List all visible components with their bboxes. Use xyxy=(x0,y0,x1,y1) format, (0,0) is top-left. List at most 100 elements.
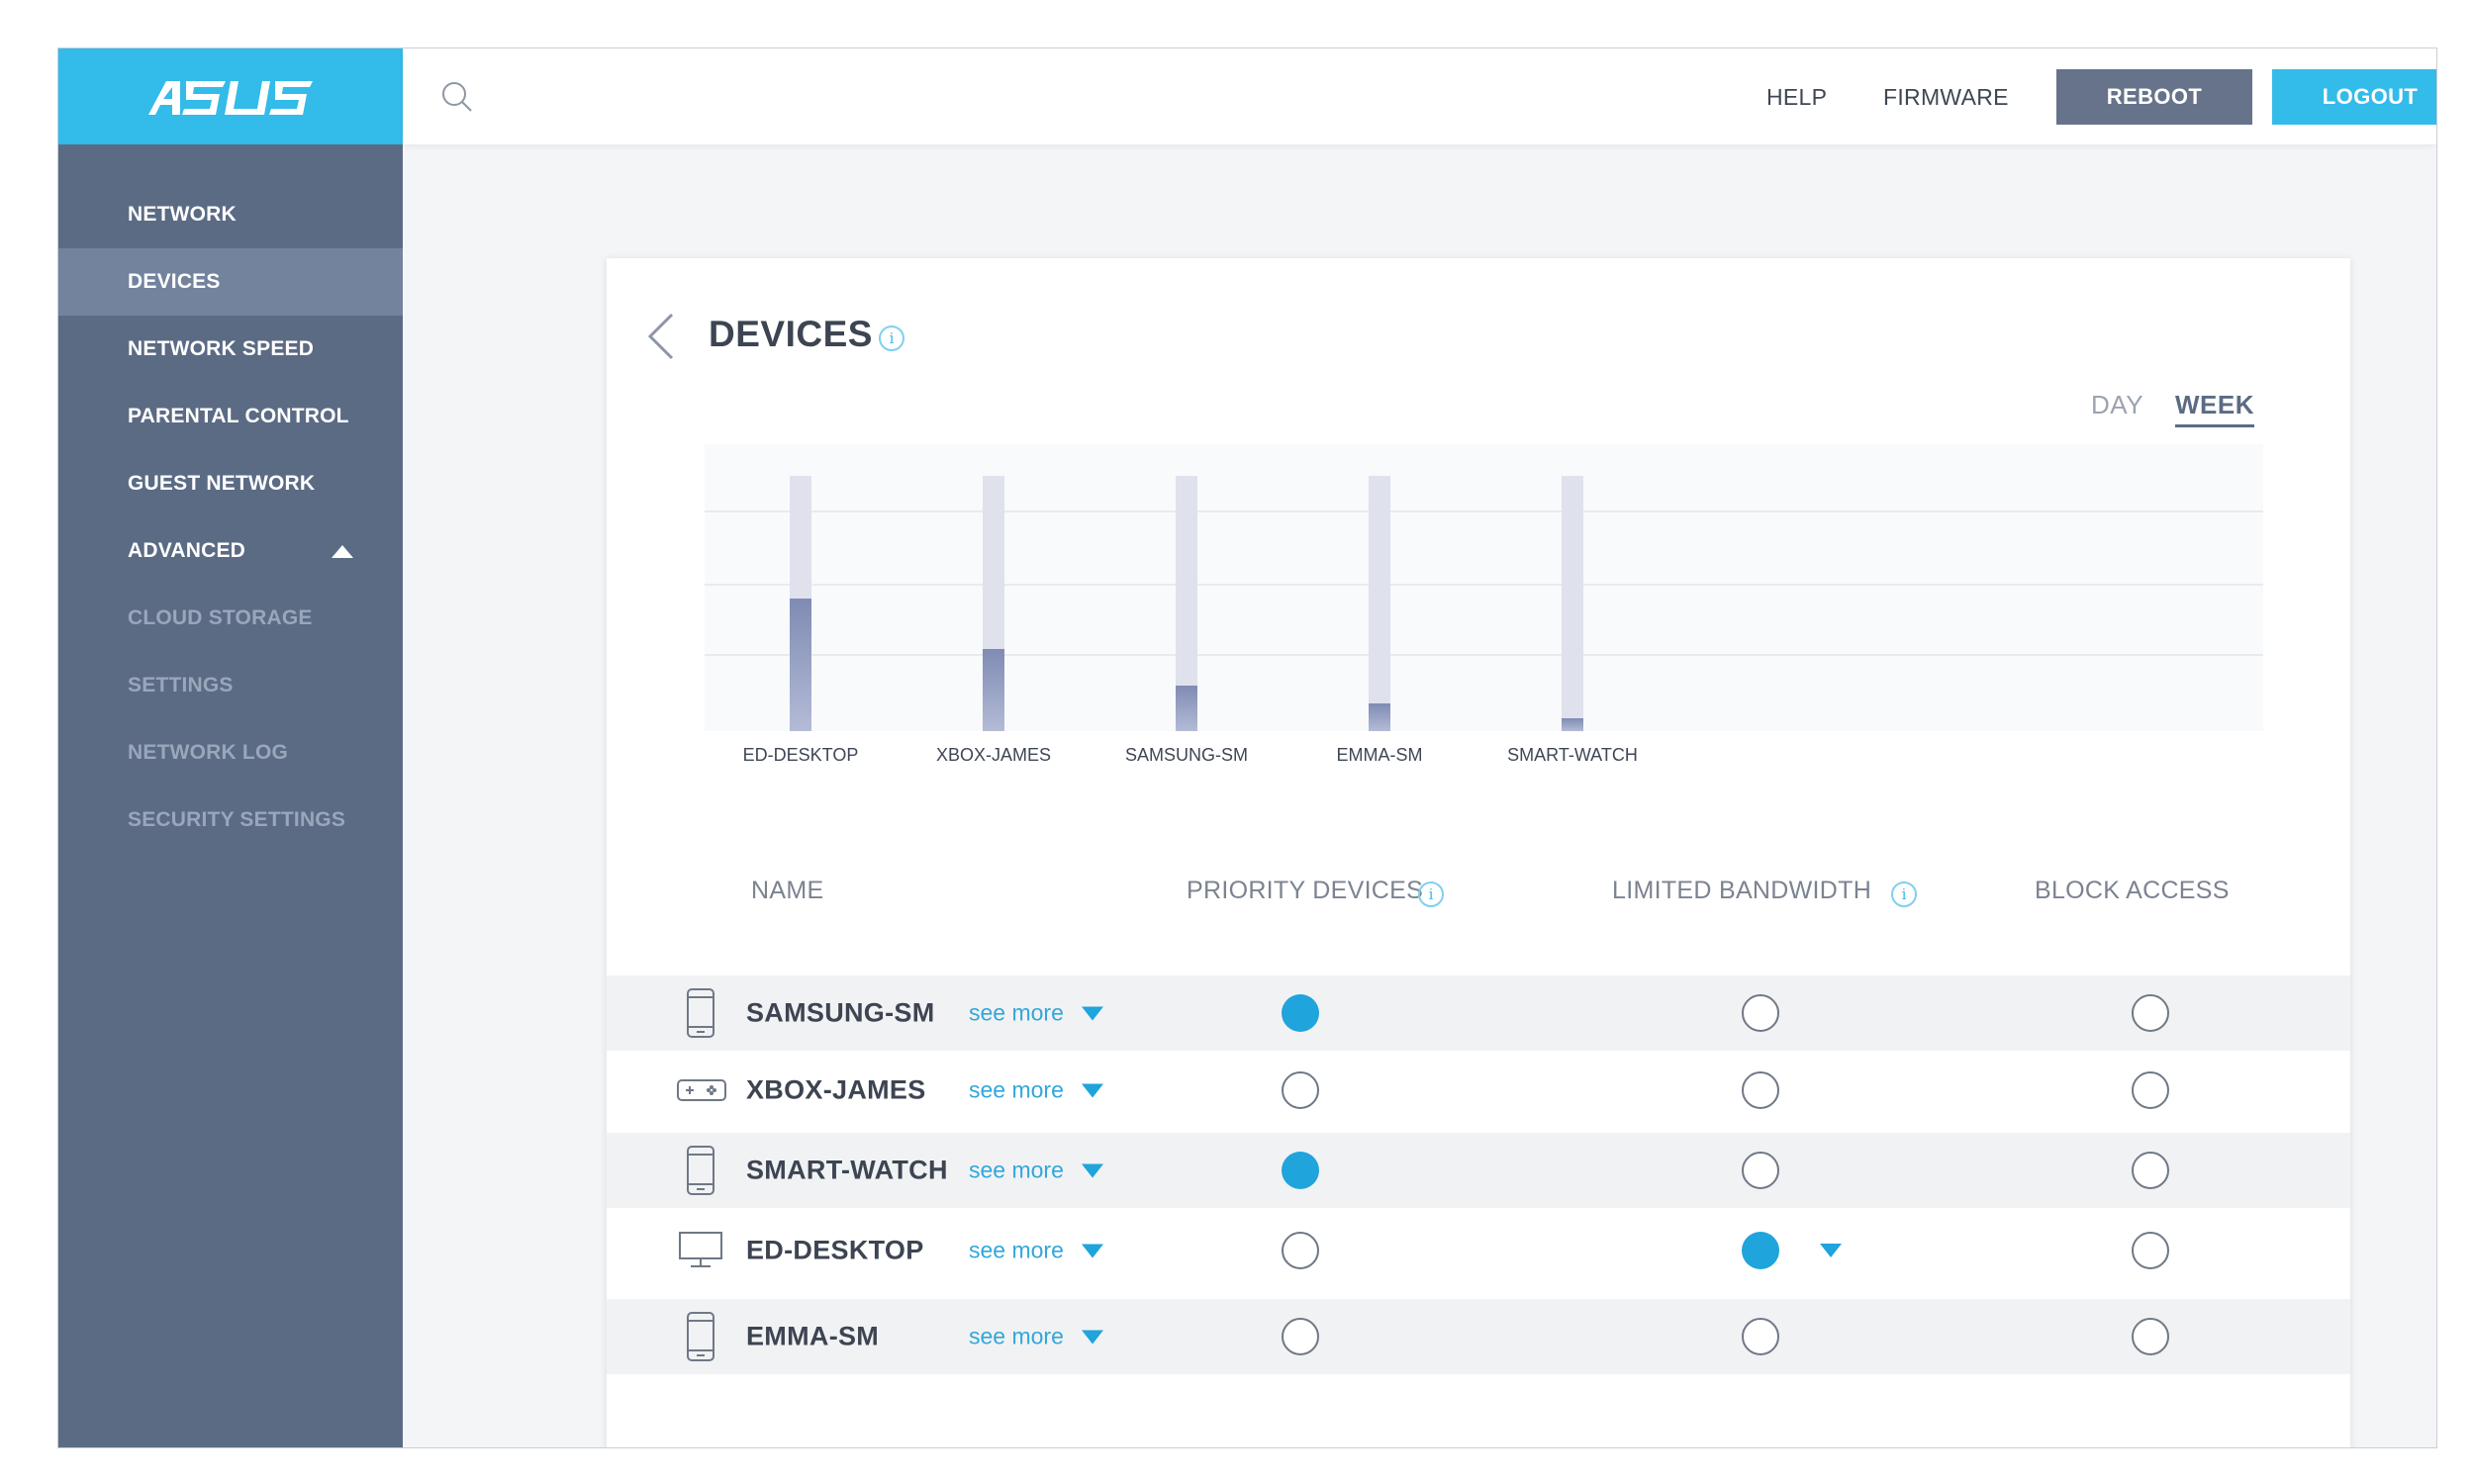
sidebar-item-label: GUEST NETWORK xyxy=(128,472,316,495)
sidebar-item-advanced[interactable]: ADVANCED xyxy=(58,517,403,585)
sidebar-item-label: NETWORK SPEED xyxy=(128,337,315,360)
device-name: SAMSUNG-SM xyxy=(746,997,935,1028)
router-admin-window: NETWORK DEVICES NETWORK SPEED PARENTAL C… xyxy=(57,47,2437,1448)
back-chevron-icon[interactable] xyxy=(646,311,676,362)
priority-radio[interactable] xyxy=(1282,1152,1319,1189)
device-name: EMMA-SM xyxy=(746,1321,880,1351)
limited-info-icon[interactable]: i xyxy=(1891,881,1917,907)
limited-bandwidth-radio[interactable] xyxy=(1742,1071,1779,1109)
see-more-label: see more xyxy=(969,999,1064,1026)
bar-track xyxy=(1176,476,1197,731)
bar-track xyxy=(983,476,1004,731)
block-access-radio[interactable] xyxy=(2132,994,2169,1032)
sidebar-item-label: SECURITY SETTINGS xyxy=(128,808,346,831)
info-icon[interactable]: i xyxy=(879,325,904,351)
desktop-icon xyxy=(679,1232,722,1267)
sidebar-item-settings[interactable]: SETTINGS xyxy=(58,652,403,719)
bar-label: SMART-WATCH xyxy=(1507,745,1638,765)
gridline xyxy=(705,654,2263,656)
block-access-radio[interactable] xyxy=(2132,1152,2169,1189)
sidebar-item-security-settings[interactable]: SECURITY SETTINGS xyxy=(58,787,403,854)
sidebar-item-network-speed[interactable]: NETWORK SPEED xyxy=(58,316,403,383)
priority-info-icon[interactable]: i xyxy=(1418,881,1444,907)
bar-smart-watch[interactable] xyxy=(1562,718,1583,731)
column-header-priority: PRIORITY DEVICES xyxy=(1187,877,1424,904)
see-more-link[interactable]: see more xyxy=(969,1324,1103,1350)
table-row: SAMSUNG-SM see more xyxy=(607,975,2350,1051)
bandwidth-dropdown-chevron-icon[interactable] xyxy=(1820,1244,1842,1257)
chevron-down-icon[interactable] xyxy=(1081,1163,1103,1177)
sidebar-item-parental-control[interactable]: PARENTAL CONTROL xyxy=(58,383,403,450)
chevron-down-icon[interactable] xyxy=(1081,1006,1103,1020)
sidebar-item-label: SETTINGS xyxy=(128,674,234,696)
table-row: SMART-WATCH see more xyxy=(607,1133,2350,1208)
devices-card: DEVICES i DAY WEEK NAME PRIORITY DEVICES… xyxy=(607,258,2350,1447)
sidebar-item-network[interactable]: NETWORK xyxy=(58,181,403,248)
column-header-name: NAME xyxy=(751,877,824,904)
limited-bandwidth-radio[interactable] xyxy=(1742,1318,1779,1355)
sidebar-item-guest-network[interactable]: GUEST NETWORK xyxy=(58,450,403,517)
page-title: DEVICES xyxy=(709,314,873,354)
reboot-button[interactable]: REBOOT xyxy=(2056,69,2252,125)
sidebar-item-label: CLOUD STORAGE xyxy=(128,606,313,629)
block-access-radio[interactable] xyxy=(2132,1318,2169,1355)
limited-bandwidth-radio[interactable] xyxy=(1742,994,1779,1032)
firmware-link[interactable]: FIRMWARE xyxy=(1883,84,2009,110)
gamepad-icon xyxy=(677,1079,726,1101)
priority-radio[interactable] xyxy=(1282,1071,1319,1109)
bar-label: SAMSUNG-SM xyxy=(1124,745,1249,765)
block-access-radio[interactable] xyxy=(2132,1071,2169,1109)
bar-emma-sm[interactable] xyxy=(1369,702,1390,731)
limited-bandwidth-radio[interactable] xyxy=(1742,1152,1779,1189)
priority-radio[interactable] xyxy=(1282,994,1319,1032)
see-more-link[interactable]: see more xyxy=(969,1158,1103,1184)
see-more-link[interactable]: see more xyxy=(969,1238,1103,1264)
bar-samsung-sm[interactable] xyxy=(1176,685,1197,731)
chevron-down-icon[interactable] xyxy=(1081,1330,1103,1344)
sidebar-item-devices[interactable]: DEVICES xyxy=(58,248,403,316)
table-row: EMMA-SM see more xyxy=(607,1299,2350,1374)
sidebar-item-label: DEVICES xyxy=(128,270,221,293)
see-more-label: see more xyxy=(969,1323,1064,1349)
phone-icon xyxy=(687,988,714,1038)
logout-button[interactable]: LOGOUT xyxy=(2272,69,2436,125)
column-header-limited: LIMITED BANDWIDTH xyxy=(1612,877,1872,904)
priority-radio[interactable] xyxy=(1282,1232,1319,1269)
gridline xyxy=(705,584,2263,586)
asus-logo[interactable] xyxy=(58,48,403,144)
collapse-caret-icon[interactable] xyxy=(332,544,354,558)
table-row: ED-DESKTOP see more xyxy=(607,1213,2350,1288)
chevron-down-icon[interactable] xyxy=(1081,1244,1103,1257)
column-header-block: BLOCK ACCESS xyxy=(2035,877,2230,904)
top-bar: HELP FIRMWARE REBOOT LOGOUT xyxy=(403,48,2436,144)
block-access-radio[interactable] xyxy=(2132,1232,2169,1269)
chevron-down-icon[interactable] xyxy=(1081,1083,1103,1097)
search-icon[interactable] xyxy=(440,80,474,114)
sidebar-item-label: ADVANCED xyxy=(128,539,246,562)
help-link[interactable]: HELP xyxy=(1766,84,1828,110)
sidebar-item-label: PARENTAL CONTROL xyxy=(128,405,349,427)
sidebar-nav: NETWORK DEVICES NETWORK SPEED PARENTAL C… xyxy=(58,144,403,854)
bar-xbox-james[interactable] xyxy=(983,649,1004,731)
asus-logo-icon xyxy=(148,80,313,115)
sidebar-item-cloud-storage[interactable]: CLOUD STORAGE xyxy=(58,585,403,652)
bar-track xyxy=(1562,476,1583,731)
sidebar-item-network-log[interactable]: NETWORK LOG xyxy=(58,719,403,787)
see-more-label: see more xyxy=(969,1076,1064,1103)
priority-radio[interactable] xyxy=(1282,1318,1319,1355)
bar-label: XBOX-JAMES xyxy=(935,745,1052,765)
phone-icon xyxy=(687,1146,714,1195)
sidebar: NETWORK DEVICES NETWORK SPEED PARENTAL C… xyxy=(58,48,403,1447)
bar-label: ED-DESKTOP xyxy=(742,745,859,765)
see-more-link[interactable]: see more xyxy=(969,1077,1103,1104)
bar-label: EMMA-SM xyxy=(1336,745,1423,765)
tab-day[interactable]: DAY xyxy=(2091,390,2144,419)
gridline xyxy=(705,510,2263,512)
bar-ed-desktop[interactable] xyxy=(790,598,811,731)
see-more-link[interactable]: see more xyxy=(969,1000,1103,1027)
limited-bandwidth-radio[interactable] xyxy=(1742,1232,1779,1269)
usage-bar-chart xyxy=(705,444,2263,731)
tab-week[interactable]: WEEK xyxy=(2175,390,2254,427)
bar-track xyxy=(790,476,811,731)
bar-track xyxy=(1369,476,1390,731)
